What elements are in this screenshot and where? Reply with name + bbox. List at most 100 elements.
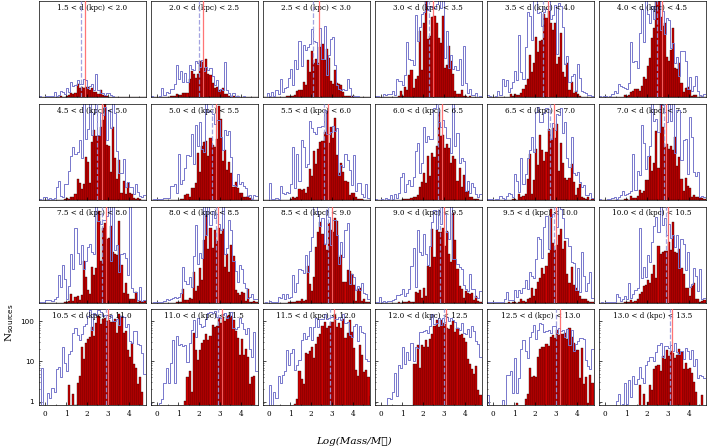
Bar [307, 187, 309, 200]
Bar [122, 333, 124, 448]
Bar [288, 96, 290, 97]
Bar [416, 345, 419, 448]
Bar [512, 414, 514, 448]
Bar [351, 193, 353, 200]
Bar [624, 414, 626, 448]
Bar [110, 322, 112, 448]
Bar [579, 297, 581, 302]
Bar [120, 315, 122, 448]
Bar [588, 301, 590, 302]
Bar [703, 414, 706, 448]
Bar [701, 198, 703, 200]
Text: 2.0 < d (kpc) < 2.5: 2.0 < d (kpc) < 2.5 [169, 4, 239, 12]
Bar [334, 315, 336, 448]
Bar [76, 296, 78, 302]
Bar [228, 162, 230, 200]
Bar [205, 215, 207, 302]
Bar [241, 339, 243, 448]
Bar [404, 87, 407, 97]
Bar [514, 94, 516, 97]
Bar [222, 161, 224, 200]
Bar [191, 188, 193, 200]
Bar [647, 180, 649, 200]
Bar [309, 169, 311, 200]
Bar [245, 349, 247, 448]
Bar [95, 92, 98, 97]
Bar [450, 164, 452, 200]
Bar [510, 414, 512, 448]
Bar [527, 299, 529, 302]
Bar [56, 414, 58, 448]
Bar [68, 301, 70, 302]
Bar [305, 300, 307, 302]
Bar [592, 383, 594, 448]
Bar [664, 147, 666, 200]
Bar [701, 395, 703, 448]
Bar [483, 414, 485, 448]
Bar [351, 96, 353, 97]
Bar [444, 246, 446, 302]
Bar [537, 52, 539, 97]
Bar [469, 197, 471, 200]
Bar [112, 252, 115, 302]
Bar [98, 94, 100, 97]
Bar [220, 119, 222, 200]
Bar [645, 411, 647, 448]
Bar [292, 96, 294, 97]
Bar [674, 138, 677, 200]
Bar [508, 414, 510, 448]
Bar [463, 298, 464, 302]
Bar [163, 414, 165, 448]
Bar [133, 198, 135, 200]
Bar [230, 172, 233, 200]
Bar [193, 272, 195, 302]
Bar [653, 369, 655, 448]
Bar [632, 414, 634, 448]
Bar [108, 146, 110, 200]
Text: 10.0 < d (kpc) < 10.5: 10.0 < d (kpc) < 10.5 [612, 209, 692, 217]
Bar [247, 289, 249, 302]
Bar [311, 177, 313, 200]
Text: Log(Mass/M☉): Log(Mass/M☉) [316, 437, 391, 446]
Bar [549, 23, 551, 97]
Bar [429, 36, 431, 97]
Bar [78, 183, 81, 200]
Bar [641, 292, 643, 302]
Bar [326, 49, 328, 97]
Bar [701, 301, 703, 302]
Bar [203, 142, 205, 200]
Text: 7.0 < d (kpc) < 7.5: 7.0 < d (kpc) < 7.5 [617, 107, 687, 115]
Bar [693, 382, 695, 448]
Bar [670, 50, 672, 97]
Bar [336, 155, 338, 200]
Bar [467, 191, 469, 200]
Text: 8.0 < d (kpc) < 8.5: 8.0 < d (kpc) < 8.5 [169, 209, 239, 217]
Bar [539, 41, 542, 97]
Bar [564, 241, 566, 302]
Bar [315, 59, 317, 97]
Bar [334, 118, 336, 200]
Bar [438, 327, 440, 448]
Bar [203, 240, 205, 302]
Bar [668, 149, 670, 200]
Bar [74, 297, 76, 302]
Bar [630, 414, 632, 448]
Bar [377, 414, 379, 448]
Bar [416, 194, 419, 200]
Bar [239, 193, 241, 200]
Bar [568, 328, 571, 448]
Bar [218, 106, 220, 200]
Bar [338, 257, 340, 302]
Bar [60, 414, 62, 448]
Bar [402, 199, 404, 200]
Bar [573, 93, 575, 97]
Bar [427, 39, 429, 97]
Bar [638, 190, 641, 200]
Bar [481, 414, 484, 448]
Bar [52, 414, 54, 448]
Bar [568, 283, 571, 302]
Bar [87, 339, 89, 448]
Bar [414, 292, 416, 302]
Bar [544, 14, 546, 97]
Bar [425, 183, 427, 200]
